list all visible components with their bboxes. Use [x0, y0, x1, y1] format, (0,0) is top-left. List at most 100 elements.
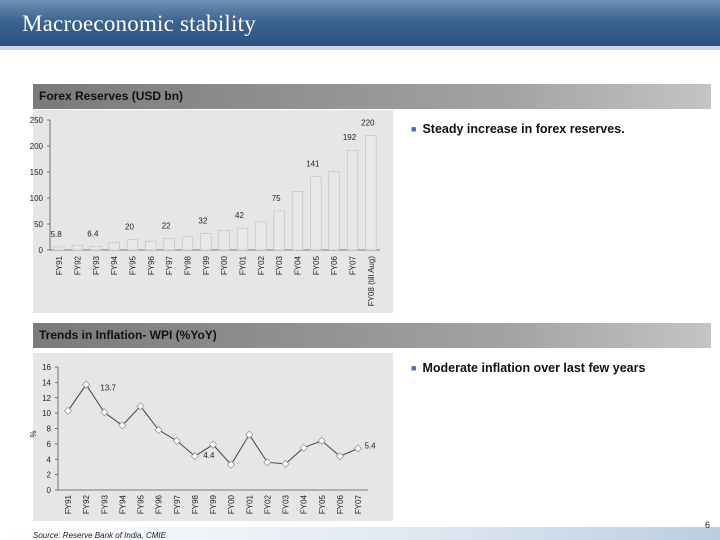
forex-data-label: 220	[361, 119, 375, 128]
forex-data-label: 22	[162, 222, 171, 231]
forex-x-tick-label: FY93	[92, 255, 101, 275]
inflation-x-tick-label: FY07	[354, 494, 363, 514]
inflation-x-tick-label: FY99	[209, 494, 218, 514]
forex-bar	[163, 238, 175, 251]
inflation-data-label: 13.7	[100, 384, 116, 393]
inflation-chart-background	[33, 353, 393, 521]
forex-x-tick-label: FY94	[110, 255, 119, 275]
forex-bar	[273, 210, 285, 251]
forex-data-label: 42	[235, 211, 244, 220]
forex-x-tick-label: FY08 (till Aug)	[367, 256, 376, 307]
forex-x-tick-label: FY91	[55, 255, 64, 275]
inflation-y-tick-label: 4	[47, 455, 52, 464]
inflation-point	[208, 440, 218, 449]
forex-x-tick-label: FY03	[275, 255, 284, 275]
forex-bar	[328, 171, 340, 251]
inflation-point	[317, 436, 326, 445]
forex-x-tick-label: FY04	[294, 255, 303, 275]
forex-x-tick-label: FY95	[129, 255, 138, 275]
inflation-chart-title: Trends in Inflation- WPI (%YoY)	[39, 328, 217, 342]
inflation-data-label: 4.4	[203, 451, 215, 460]
forex-x-tick-label: FY07	[349, 255, 358, 275]
forex-bar	[200, 233, 212, 251]
forex-data-label: 6.4	[87, 230, 99, 239]
inflation-y-tick-label: 6	[47, 440, 52, 449]
forex-bar	[255, 221, 267, 251]
forex-bar	[145, 240, 157, 251]
forex-x-tick-label: FY00	[220, 255, 229, 275]
source-note: Source: Reserve Bank of India, CMIE	[33, 531, 166, 540]
forex-bar	[181, 236, 194, 251]
forex-data-label: 20	[125, 223, 134, 232]
inflation-y-tick-label: 0	[47, 486, 52, 495]
inflation-data-label: 5.4	[364, 441, 376, 450]
inflation-x-tick-label: FY04	[300, 494, 309, 514]
forex-x-tick-label: FY97	[165, 255, 174, 275]
forex-x-tick-label: FY96	[147, 255, 156, 275]
forex-data-label: 141	[306, 160, 320, 169]
inflation-x-tick-label: FY94	[118, 494, 127, 514]
inflation-x-tick-label: FY00	[227, 494, 236, 514]
forex-x-tick-label: FY02	[257, 255, 266, 275]
inflation-point	[299, 443, 308, 452]
forex-bar	[310, 176, 322, 251]
inflation-x-tick-label: FY98	[191, 494, 200, 514]
inflation-x-tick-label: FY05	[318, 494, 327, 514]
bullet-inflation-text: Moderate inflation over last few years	[422, 361, 646, 375]
forex-bar	[236, 227, 249, 251]
forex-bar	[71, 244, 84, 251]
forex-y-tick-label: 250	[30, 116, 44, 125]
bullet-forex: ■ Steady increase in forex reserves.	[411, 122, 625, 136]
forex-bar	[126, 239, 139, 251]
forex-data-label: 75	[272, 194, 281, 203]
inflation-x-tick-label: FY03	[282, 494, 291, 514]
inflation-point	[154, 425, 163, 435]
bullet-forex-text: Steady increase in forex reserves.	[422, 122, 625, 136]
forex-data-label: 192	[343, 133, 357, 142]
inflation-point	[172, 436, 181, 445]
inflation-x-tick-label: FY06	[336, 494, 345, 514]
inflation-point	[227, 460, 236, 469]
forex-bar	[346, 149, 359, 251]
inflation-point	[281, 459, 290, 468]
bullet-inflation: ■ Moderate inflation over last few years	[411, 361, 645, 375]
forex-chart-title: Forex Reserves (USD bn)	[39, 89, 184, 103]
inflation-y-tick-label: 8	[47, 425, 52, 434]
forex-x-tick-label: FY98	[184, 255, 193, 275]
inflation-x-tick-label: FY97	[173, 494, 182, 514]
forex-x-tick-label: FY99	[202, 255, 211, 275]
inflation-y-axis-label: %	[29, 430, 38, 437]
forex-data-label: 5.8	[51, 230, 63, 239]
inflation-point	[63, 406, 73, 415]
forex-y-tick-label: 150	[30, 168, 44, 177]
forex-bar	[90, 246, 102, 251]
inflation-point	[136, 402, 145, 411]
forex-panel-header: Forex Reserves (USD bn)	[33, 84, 711, 109]
slide-title: Macroeconomic stability	[22, 11, 256, 36]
forex-x-tick-label: FY92	[74, 255, 83, 275]
inflation-point	[353, 444, 363, 453]
forex-x-tick-label: FY05	[312, 255, 321, 275]
inflation-x-tick-label: FY93	[100, 494, 109, 514]
bullet-square-icon: ■	[411, 363, 417, 373]
inflation-point	[118, 421, 127, 430]
inflation-x-tick-label: FY96	[155, 494, 164, 514]
forex-x-tick-label: FY06	[330, 255, 339, 275]
inflation-y-tick-label: 2	[47, 471, 52, 480]
forex-bar	[53, 246, 65, 251]
footer-strip	[0, 527, 720, 540]
slide-header	[0, 0, 720, 46]
forex-bar	[108, 241, 120, 251]
forex-bar	[291, 190, 304, 251]
inflation-point	[100, 408, 109, 417]
inflation-panel-header: Trends in Inflation- WPI (%YoY)	[33, 323, 711, 348]
forex-data-label: 32	[198, 216, 207, 225]
inflation-x-tick-label: FY95	[137, 494, 146, 514]
inflation-y-tick-label: 10	[42, 409, 51, 418]
inflation-x-tick-label: FY01	[245, 494, 254, 514]
inflation-point	[190, 452, 199, 461]
forex-x-tick-label: FY01	[239, 255, 248, 275]
forex-y-tick-label: 200	[30, 142, 44, 151]
page-number: 6	[705, 520, 711, 530]
